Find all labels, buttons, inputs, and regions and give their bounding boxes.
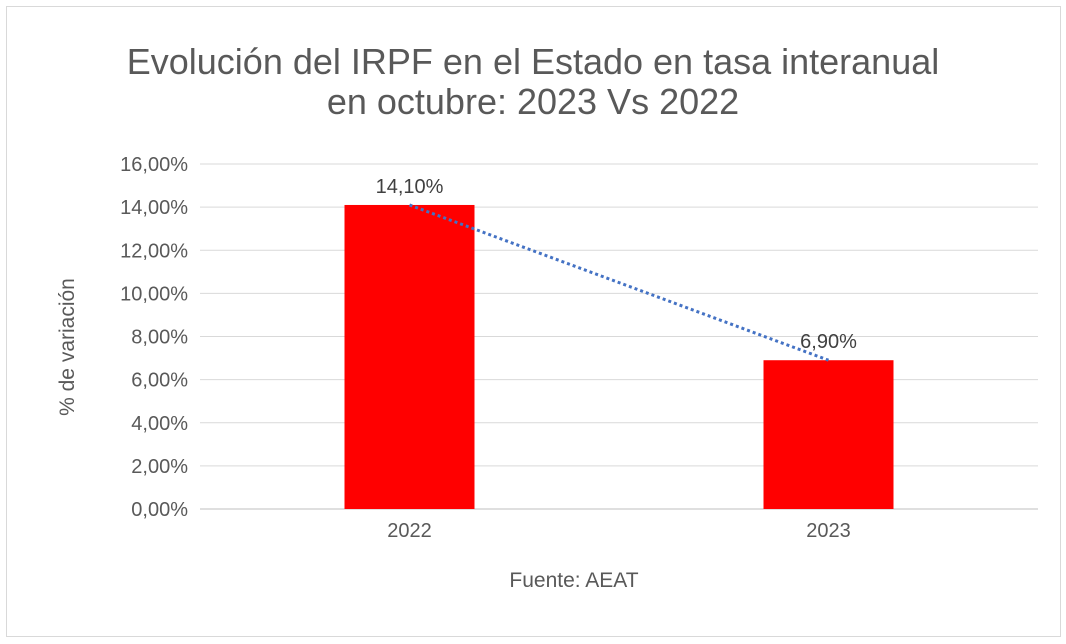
- chart-title-line-2: en octubre: 2023 Vs 2022: [327, 81, 739, 122]
- y-tick-label: 8,00%: [131, 327, 188, 349]
- y-tick-label: 6,00%: [131, 370, 188, 392]
- chart-title-line-1: Evolución del IRPF en el Estado en tasa …: [127, 41, 940, 82]
- y-tick-label: 16,00%: [120, 154, 188, 176]
- data-label: 14,10%: [376, 176, 444, 198]
- bar-2022: [344, 204, 475, 509]
- chart-frame: [6, 6, 1061, 637]
- x-tick-label: 2023: [806, 520, 851, 542]
- y-tick-label: 10,00%: [120, 283, 188, 305]
- y-tick-label: 4,00%: [131, 413, 188, 435]
- data-label: 6,90%: [800, 331, 857, 353]
- y-tick-label: 12,00%: [120, 240, 188, 262]
- y-tick-label: 0,00%: [131, 499, 188, 521]
- trendline: [408, 203, 830, 362]
- bar-2023: [763, 360, 894, 509]
- x-axis-label: Fuente: AEAT: [509, 569, 638, 592]
- y-axis-label: % de variación: [56, 278, 79, 416]
- x-tick-label: 2022: [387, 520, 432, 542]
- y-tick-label: 14,00%: [120, 197, 188, 219]
- y-tick-label: 2,00%: [131, 456, 188, 478]
